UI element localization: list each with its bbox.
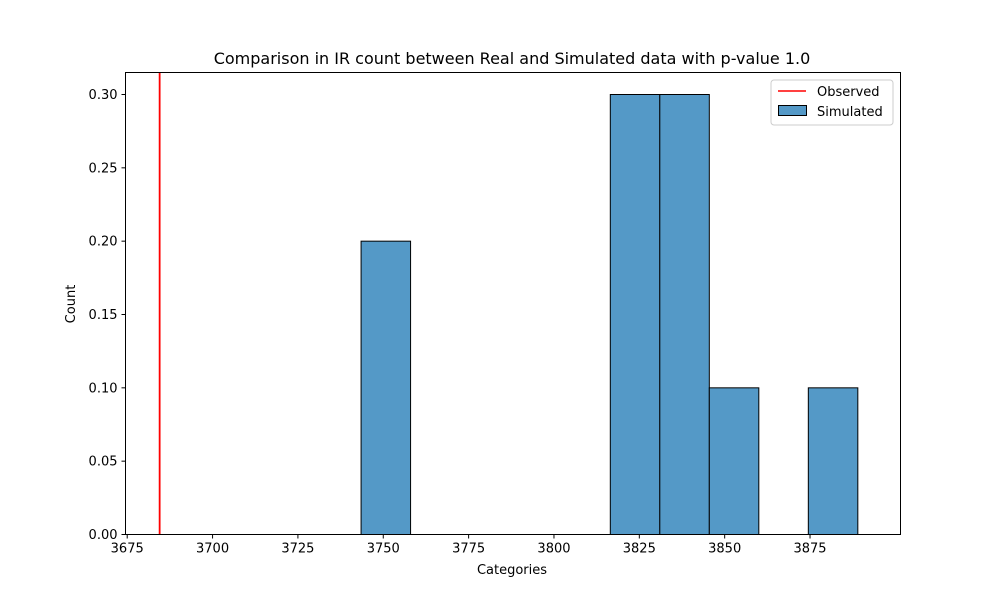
histogram-bar-4	[807, 387, 859, 536]
x-tick-label: 3850	[708, 542, 741, 557]
x-tick-label: 3700	[196, 542, 229, 557]
plot-frame	[125, 72, 901, 535]
x-tick-label: 3750	[367, 542, 400, 557]
legend-simulated-label: Simulated	[817, 105, 883, 120]
y-axis-label: Count	[64, 285, 79, 324]
x-tick-label: 3800	[537, 542, 570, 557]
y-tick-label: 0.05	[89, 455, 118, 470]
x-tick-label: 3775	[452, 542, 485, 557]
x-tick-label: 3675	[111, 542, 144, 557]
y-axis-ticks: 0.00 0.05 0.10 0.15 0.20 0.25 0.30	[89, 88, 126, 543]
histogram-bar-3	[708, 387, 760, 536]
histogram-bar-0	[360, 240, 412, 536]
y-tick-label: 0.25	[89, 161, 118, 176]
chart-title: Comparison in IR count between Real and …	[214, 49, 811, 68]
y-tick-label: 0.30	[89, 88, 118, 103]
bars-layer	[360, 94, 859, 536]
y-tick-label: 0.15	[89, 308, 118, 323]
x-axis-ticks: 3675 3700 3725 3750 3775 3800 3825 3850 3875	[111, 534, 827, 557]
legend: Observed Simulated	[770, 79, 894, 126]
x-tick-label: 3875	[793, 542, 826, 557]
x-axis-label: Categories	[477, 563, 547, 578]
legend-observed-label: Observed	[817, 85, 880, 100]
histogram-bar-1	[609, 94, 661, 535]
legend-simulated-swatch	[778, 105, 807, 116]
histogram-bar-2	[659, 94, 710, 535]
x-tick-label: 3825	[623, 542, 656, 557]
x-tick-label: 3725	[281, 542, 314, 557]
y-tick-label: 0.10	[89, 381, 118, 396]
y-tick-label: 0.20	[89, 235, 118, 250]
y-tick-label: 0.00	[89, 528, 118, 543]
